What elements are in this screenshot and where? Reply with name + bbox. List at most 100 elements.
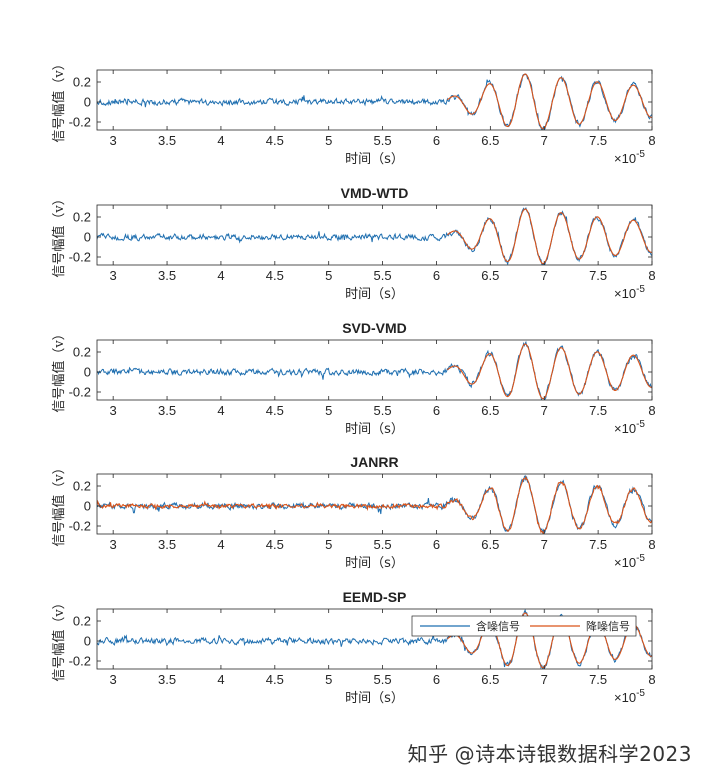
y-tick-label: 0.2: [73, 479, 91, 494]
x-tick-label: 3: [110, 672, 117, 687]
series-line-denoised: [447, 73, 652, 130]
x-tick-label: 3: [110, 133, 117, 148]
y-tick-label: 0: [84, 634, 91, 649]
axes-box: [96, 608, 653, 670]
x-tick-label: 6.5: [481, 403, 499, 418]
y-tick-label: 0: [84, 230, 91, 245]
x-tick-label: 4: [217, 133, 224, 148]
x-tick-label: 7: [541, 672, 548, 687]
y-axis-label: 信号幅值（v）: [51, 596, 67, 681]
x-tick-label: 3.5: [158, 403, 176, 418]
x-tick-label: 3.5: [158, 672, 176, 687]
watermark-site: 知乎: [407, 742, 449, 766]
y-tick-label: 0.2: [73, 75, 91, 90]
x-exponent-label: ×10-5: [614, 149, 645, 166]
legend-box: [411, 615, 637, 637]
x-axis-label: 时间（s）: [345, 691, 404, 706]
y-tick-label: 0.2: [73, 210, 91, 225]
x-tick-label: 6.5: [481, 133, 499, 148]
chart-svg-2: VMD-WTD 3 3.5 4 4.5 5 5.5 6 6.5 7 7.5 8 0.2 0 -0.2 时间（s…: [51, 185, 656, 302]
y-axis-label: 信号幅值（v）: [51, 57, 67, 142]
y-tick-label: -0.2: [69, 385, 91, 400]
x-tick-label: 5: [325, 268, 332, 283]
y-tick-label: -0.2: [69, 654, 91, 669]
chart-svg-4: JANRR 3 3.5 4 4.5 5 5.5 6 6.5 7 7.5 8 0.2 0 -0.2 时间（s） ×…: [51, 454, 656, 571]
panel-4: JANRR 3 3.5 4 4.5 5 5.5 6 6.5 7 7.5 8 0.2 0 -0.2 时间（s） ×…: [0, 454, 720, 584]
x-tick-label: 6: [433, 403, 440, 418]
chart-title: EEMD-SP: [343, 589, 407, 605]
x-tick-label: 7.5: [589, 268, 607, 283]
watermark: 知乎 @诗本诗银数据科学2023: [402, 738, 692, 767]
x-exponent-label: ×10-5: [614, 284, 645, 301]
series-line-denoised: [97, 475, 652, 534]
x-tick-label: 6.5: [481, 537, 499, 552]
x-tick-label: 5: [325, 672, 332, 687]
watermark-handle: @诗本诗银数据科学2023: [454, 742, 692, 766]
panel-5: EEMD-SP 3 3.5 4 4.5 5 5.5 6 6.5 7 7.5 8 0.2 0 -0.2 时间（s…: [0, 589, 720, 719]
x-tick-label: 8: [648, 672, 655, 687]
series-line-denoised: [447, 208, 652, 265]
x-tick-label: 8: [648, 537, 655, 552]
x-tick-label: 4: [217, 537, 224, 552]
x-exponent-label: ×10-5: [614, 688, 645, 705]
x-tick-label: 5.5: [374, 537, 392, 552]
axes-box: [96, 339, 653, 401]
x-tick-label: 6: [433, 672, 440, 687]
x-tick-label: 6: [433, 268, 440, 283]
chart-title: VMD-WTD: [341, 185, 409, 201]
x-tick-label: 5.5: [374, 672, 392, 687]
y-axis-label: 信号幅值（v）: [51, 461, 67, 546]
panel-2: VMD-WTD 3 3.5 4 4.5 5 5.5 6 6.5 7 7.5 8 0.2 0 -0.2 时间（s…: [0, 185, 720, 315]
chart-svg-3: SVD-VMD 3 3.5 4 4.5 5 5.5 6 6.5 7 7.5 8 0.2 0 -0.2 时间（s…: [51, 320, 656, 437]
x-tick-label: 4.5: [266, 672, 284, 687]
x-tick-label: 7: [541, 268, 548, 283]
panel-1: 3 3.5 4 4.5 5 5.5 6 6.5 7 7.5 8 0.2 0 -0.2 时间（s） ×10-5 信…: [0, 50, 720, 180]
axes-box: [96, 204, 653, 266]
x-tick-label: 5.5: [374, 268, 392, 283]
y-tick-label: 0: [84, 499, 91, 514]
x-tick-label: 7: [541, 537, 548, 552]
x-tick-label: 8: [648, 403, 655, 418]
chart-title: JANRR: [350, 454, 398, 470]
panel-3: SVD-VMD 3 3.5 4 4.5 5 5.5 6 6.5 7 7.5 8 0.2 0 -0.2 时间（s…: [0, 320, 720, 450]
x-tick-label: 7: [541, 403, 548, 418]
x-tick-label: 3: [110, 403, 117, 418]
x-tick-label: 4.5: [266, 403, 284, 418]
axes-box: [96, 473, 653, 535]
series-line-noisy: [97, 73, 652, 130]
chart-title: SVD-VMD: [342, 320, 407, 336]
chart-svg-5: EEMD-SP 3 3.5 4 4.5 5 5.5 6 6.5 7 7.5 8 0.2 0 -0.2 时间（s…: [51, 589, 656, 706]
series-line-noisy: [97, 340, 652, 400]
x-tick-label: 5: [325, 133, 332, 148]
x-tick-label: 3.5: [158, 133, 176, 148]
y-tick-label: 0: [84, 95, 91, 110]
x-tick-label: 5.5: [374, 133, 392, 148]
x-tick-label: 4.5: [266, 133, 284, 148]
x-tick-label: 3: [110, 268, 117, 283]
x-tick-label: 5: [325, 537, 332, 552]
x-tick-label: 7.5: [589, 403, 607, 418]
x-axis-label: 时间（s）: [345, 422, 404, 437]
x-tick-label: 7.5: [589, 537, 607, 552]
series-line-noisy: [97, 474, 652, 534]
x-exponent-label: ×10-5: [614, 553, 645, 570]
y-tick-label: 0.2: [73, 614, 91, 629]
x-axis-label: 时间（s）: [345, 152, 404, 167]
x-tick-label: 4.5: [266, 268, 284, 283]
legend-label: 含噪信号: [476, 619, 520, 633]
x-tick-label: 7: [541, 133, 548, 148]
x-tick-label: 6: [433, 133, 440, 148]
x-tick-label: 8: [648, 268, 655, 283]
x-tick-label: 6.5: [481, 268, 499, 283]
x-exponent-label: ×10-5: [614, 419, 645, 436]
x-tick-label: 4: [217, 268, 224, 283]
y-tick-label: -0.2: [69, 250, 91, 265]
y-axis-label: 信号幅值（v）: [51, 192, 67, 277]
x-tick-label: 6: [433, 537, 440, 552]
series-line-noisy: [97, 206, 652, 265]
x-tick-label: 5.5: [374, 403, 392, 418]
x-tick-label: 4.5: [266, 537, 284, 552]
x-tick-label: 4: [217, 403, 224, 418]
x-tick-label: 7.5: [589, 133, 607, 148]
